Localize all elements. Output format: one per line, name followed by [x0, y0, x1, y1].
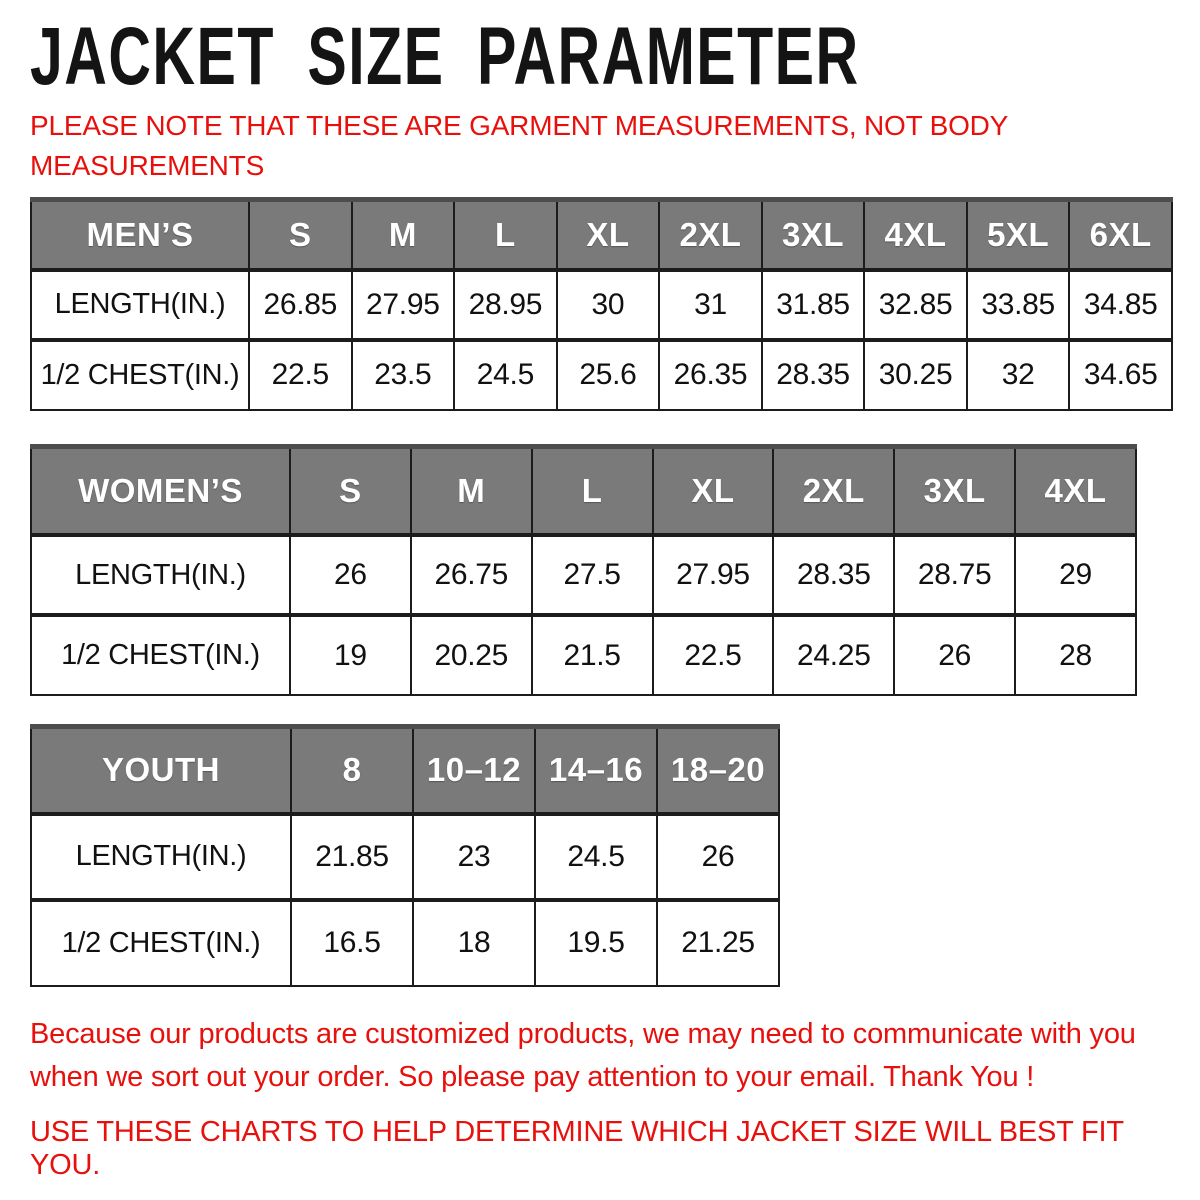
value-cell: 26: [289, 533, 412, 617]
size-header-cell: 3XL: [893, 445, 1017, 537]
value-cell: 24.25: [772, 613, 896, 697]
table-row: 1/2 CHEST(IN.) 22.5 23.5 24.5 25.6 26.35…: [30, 337, 1173, 411]
fit-advice-line: USE THESE CHARTS TO HELP DETERMINE WHICH…: [30, 1115, 1124, 1181]
value-cell: 19: [289, 613, 412, 697]
size-header-cell: L: [530, 445, 654, 537]
table-row: LENGTH(IN.) 21.85 23 24.5 26: [30, 811, 780, 901]
page-title-text: JACKET SIZE PARAMETER: [30, 11, 860, 102]
womens-size-table: WOMEN’S S M L XL 2XL 3XL 4XL LENGTH(IN.)…: [30, 443, 1137, 697]
table-row: 1/2 CHEST(IN.) 19 20.25 21.5 22.5 24.25 …: [30, 613, 1137, 697]
row-label-cell: LENGTH(IN.): [30, 811, 292, 901]
row-label-cell: LENGTH(IN.): [30, 533, 291, 617]
customization-note: Because our products are customized prod…: [30, 1013, 1180, 1100]
table-row: LENGTH(IN.) 26.85 27.95 28.95 30 31 31.8…: [30, 267, 1173, 341]
value-cell: 33.85: [965, 267, 1071, 341]
value-cell: 26.75: [409, 533, 533, 617]
value-cell: 26.85: [248, 267, 353, 341]
value-cell: 29: [1014, 533, 1137, 617]
size-header-cell: M: [409, 445, 533, 537]
note-line: PLEASE NOTE THAT THESE ARE GARMENT MEASU…: [30, 109, 1009, 141]
value-cell: 21.25: [656, 897, 780, 987]
value-cell: 26.35: [658, 337, 763, 411]
size-header-cell: 10–12: [412, 725, 536, 815]
value-cell: 21.85: [290, 811, 414, 901]
size-header-cell: 3XL: [760, 198, 866, 271]
value-cell: 24.5: [534, 811, 658, 901]
table-header-row: WOMEN’S S M L XL 2XL 3XL 4XL: [30, 445, 1137, 537]
value-cell: 26: [893, 613, 1017, 697]
table-title-cell: YOUTH: [30, 725, 292, 815]
footer-line: when we sort out your order. So please p…: [30, 1061, 1035, 1094]
value-cell: 23: [412, 811, 536, 901]
size-header-cell: 6XL: [1068, 198, 1173, 271]
footer-line: Because our products are customized prod…: [30, 1017, 1136, 1050]
size-header-cell: XL: [651, 445, 775, 537]
size-header-cell: XL: [555, 198, 661, 271]
value-cell: 22.5: [651, 613, 775, 697]
table-title-cell: WOMEN’S: [30, 445, 291, 537]
value-cell: 27.5: [530, 533, 654, 617]
value-cell: 30: [555, 267, 661, 341]
size-header-cell: L: [453, 198, 558, 271]
size-header-cell: 14–16: [534, 725, 658, 815]
value-cell: 16.5: [290, 897, 414, 987]
value-cell: 27.95: [651, 533, 775, 617]
size-header-cell: S: [248, 198, 353, 271]
page-title: JACKET SIZE PARAMETER: [30, 11, 1180, 102]
size-header-cell: 8: [290, 725, 414, 815]
size-header-cell: 18–20: [656, 725, 780, 815]
youth-size-table: YOUTH 8 10–12 14–16 18–20 LENGTH(IN.) 21…: [30, 724, 780, 987]
size-header-cell: M: [350, 198, 456, 271]
size-header-cell: 2XL: [772, 445, 896, 537]
value-cell: 24.5: [453, 337, 558, 411]
value-cell: 28.75: [893, 533, 1017, 617]
value-cell: 23.5: [350, 337, 456, 411]
note-line: MEASUREMENTS: [30, 150, 265, 182]
value-cell: 19.5: [534, 897, 658, 987]
table-header-row: MEN’S S M L XL 2XL 3XL 4XL 5XL 6XL: [30, 198, 1173, 271]
value-cell: 26: [656, 811, 780, 901]
table-header-row: YOUTH 8 10–12 14–16 18–20: [30, 725, 780, 815]
value-cell: 32: [965, 337, 1071, 411]
mens-size-table: MEN’S S M L XL 2XL 3XL 4XL 5XL 6XL LENGT…: [30, 197, 1173, 411]
value-cell: 28.35: [772, 533, 896, 617]
size-header-cell: 2XL: [658, 198, 763, 271]
value-cell: 25.6: [555, 337, 661, 411]
value-cell: 32.85: [863, 267, 968, 341]
row-label-cell: 1/2 CHEST(IN.): [30, 613, 291, 697]
size-header-cell: 5XL: [965, 198, 1071, 271]
table-row: 1/2 CHEST(IN.) 16.5 18 19.5 21.25: [30, 897, 780, 987]
value-cell: 28.35: [760, 337, 866, 411]
value-cell: 22.5: [248, 337, 353, 411]
value-cell: 27.95: [350, 267, 456, 341]
value-cell: 28.95: [453, 267, 558, 341]
row-label-cell: 1/2 CHEST(IN.): [30, 897, 292, 987]
size-header-cell: S: [289, 445, 412, 537]
value-cell: 31: [658, 267, 763, 341]
value-cell: 34.85: [1068, 267, 1173, 341]
table-title-cell: MEN’S: [30, 198, 250, 271]
value-cell: 21.5: [530, 613, 654, 697]
value-cell: 34.65: [1068, 337, 1173, 411]
size-header-cell: 4XL: [1014, 445, 1137, 537]
value-cell: 28: [1014, 613, 1137, 697]
value-cell: 20.25: [409, 613, 533, 697]
size-header-cell: 4XL: [863, 198, 968, 271]
value-cell: 18: [412, 897, 536, 987]
value-cell: 31.85: [760, 267, 866, 341]
row-label-cell: 1/2 CHEST(IN.): [30, 337, 250, 411]
row-label-cell: LENGTH(IN.): [30, 267, 250, 341]
garment-note: PLEASE NOTE THAT THESE ARE GARMENT MEASU…: [30, 106, 1180, 187]
value-cell: 30.25: [863, 337, 968, 411]
table-row: LENGTH(IN.) 26 26.75 27.5 27.95 28.35 28…: [30, 533, 1137, 617]
